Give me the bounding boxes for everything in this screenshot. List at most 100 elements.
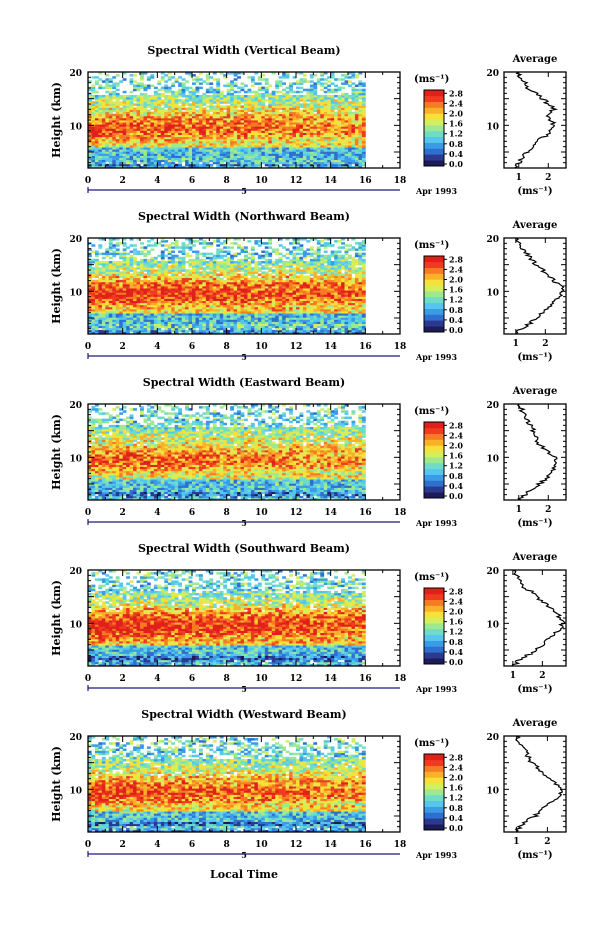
colorbar-swatch: [424, 291, 444, 297]
colorbar-tick-label: 2.8: [449, 254, 463, 264]
date-tick-label: 5: [241, 186, 247, 196]
profile-x-tick-label: 1: [516, 173, 522, 183]
x-tick-label: 0: [85, 674, 91, 684]
colorbar-tick-label: 2.4: [449, 430, 463, 440]
colorbar-swatch: [424, 766, 444, 772]
colorbar-swatch: [424, 285, 444, 291]
x-tick-label: 6: [189, 840, 195, 850]
date-label: Apr 1993: [415, 684, 458, 694]
x-tick-label: 4: [154, 674, 160, 684]
profile-frame: [504, 736, 566, 832]
colorbar-tick-label: 0.0: [449, 823, 463, 833]
profile-x-label: (ms⁻¹): [517, 518, 552, 529]
colorbar-swatch: [424, 119, 444, 125]
colorbar-swatch: [424, 611, 444, 617]
colorbar-tick-label: 0.0: [449, 657, 463, 667]
colorbar-swatch: [424, 326, 444, 332]
figure: Spectral Width (Vertical Beam)0 2 4 6 8 10 12 1…: [0, 0, 616, 929]
colorbar-swatch: [424, 824, 444, 830]
colorbar-swatch: [424, 440, 444, 446]
x-tick-label: 2: [120, 342, 126, 352]
profile-x-tick-label: 1: [510, 671, 516, 681]
y-axis-label: Height (km): [50, 746, 63, 822]
colorbar: (ms⁻¹)0.00.40.81.21.62.02.42.8: [414, 74, 463, 169]
profile-line: [516, 736, 563, 832]
x-tick-label: 18: [394, 342, 407, 352]
colorbar-tick-label: 0.0: [449, 491, 463, 501]
colorbar-swatch: [424, 131, 444, 137]
x-tick-label: 0: [85, 176, 91, 186]
x-tick-label: 16: [359, 674, 372, 684]
x-tick-label: 2: [120, 840, 126, 850]
date-label: Apr 1993: [415, 186, 458, 196]
profile-title: Average: [512, 220, 558, 231]
colorbar-tick-label: 2.4: [449, 596, 463, 606]
colorbar-unit: (ms⁻¹): [414, 406, 449, 417]
profile-title: Average: [512, 386, 558, 397]
profile-line: [514, 72, 556, 168]
colorbar-swatch: [424, 314, 444, 320]
panel-1: Spectral Width (Vertical Beam)0 2 4 6 8 10 12 1…: [50, 44, 566, 197]
colorbar-swatch: [424, 297, 444, 303]
colorbar-swatch: [424, 274, 444, 280]
colorbar-swatch: [424, 777, 444, 783]
x-tick-label: 4: [154, 176, 160, 186]
x-tick-label: 16: [359, 176, 372, 186]
profile-x-label: (ms⁻¹): [517, 850, 552, 861]
colorbar-tick-label: 0.8: [449, 471, 463, 481]
colorbar-swatch: [424, 422, 444, 428]
colorbar-swatch: [424, 789, 444, 795]
x-tick-label: 6: [189, 176, 195, 186]
panel-title: Spectral Width (Westward Beam): [141, 708, 346, 721]
x-tick-label: 12: [290, 674, 303, 684]
x-tick-label: 16: [359, 840, 372, 850]
colorbar-swatch: [424, 463, 444, 469]
profile-line: [513, 570, 566, 666]
x-tick-label: 12: [290, 342, 303, 352]
x-tick-label: 14: [324, 176, 337, 186]
x-tick-label: 14: [324, 508, 337, 518]
y-tick-label: 20: [69, 567, 82, 577]
colorbar-swatch: [424, 783, 444, 789]
colorbar-swatch: [424, 303, 444, 309]
x-tick-label: 8: [224, 176, 230, 186]
colorbar-tick-label: 1.2: [449, 461, 463, 471]
profile-x-tick-label: 1: [516, 505, 522, 515]
profile-line: [516, 238, 564, 334]
y-tick-label: 10: [69, 122, 82, 132]
colorbar-swatch: [424, 445, 444, 451]
x-tick-label: 10: [255, 674, 268, 684]
colorbar-swatch: [424, 320, 444, 326]
x-tick-label: 0: [85, 840, 91, 850]
colorbar-tick-label: 1.2: [449, 295, 463, 305]
profile-title: Average: [512, 718, 558, 729]
date-axis: 5 Apr 1993: [88, 352, 458, 362]
colorbar-swatch: [424, 594, 444, 600]
x-tick-label: 2: [120, 176, 126, 186]
colorbar-tick-label: 1.6: [449, 783, 463, 793]
profile-x-tick-label: 2: [545, 173, 551, 183]
profile-frame: [504, 72, 566, 168]
profile-frame: [504, 404, 566, 500]
colorbar-tick-label: 0.0: [449, 159, 463, 169]
colorbar-tick-label: 0.4: [449, 481, 463, 491]
colorbar-swatch: [424, 795, 444, 801]
colorbar: (ms⁻¹)0.00.40.81.21.62.02.42.8: [414, 738, 463, 833]
colorbar-tick-label: 2.4: [449, 98, 463, 108]
x-tick-label: 0: [85, 342, 91, 352]
colorbar-swatch: [424, 600, 444, 606]
x-tick-label: 12: [290, 508, 303, 518]
profile-x-tick-label: 2: [542, 339, 548, 349]
colorbar-tick-label: 1.6: [449, 617, 463, 627]
colorbar-tick-label: 2.0: [449, 441, 463, 451]
colorbar-tick-label: 2.0: [449, 607, 463, 617]
profile-line: [518, 404, 557, 500]
colorbar-tick-label: 1.2: [449, 129, 463, 139]
colorbar-swatch: [424, 428, 444, 434]
x-tick-label: 2: [120, 508, 126, 518]
colorbar-swatch: [424, 268, 444, 274]
profile-y-tick-label: 10: [486, 454, 499, 464]
colorbar-unit: (ms⁻¹): [414, 74, 449, 85]
colorbar-swatch: [424, 309, 444, 315]
